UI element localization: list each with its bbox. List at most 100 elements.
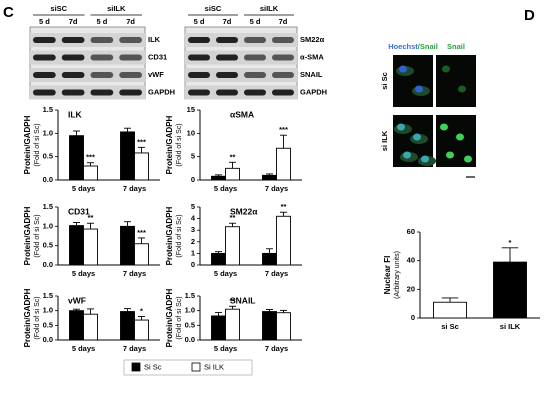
chart-title: vWF <box>68 295 86 305</box>
error-bar <box>73 130 80 136</box>
bar <box>262 311 277 341</box>
y-axis-label: (Arbitrary units) <box>394 251 401 299</box>
x-tick-label: 5 days <box>72 344 95 353</box>
y-tick-label: 1.5 <box>43 202 53 211</box>
error-bar <box>138 146 145 153</box>
bar <box>69 225 84 266</box>
blot-band <box>90 54 114 61</box>
bar <box>225 308 240 341</box>
y-axis-label: (Fold of si Sc) <box>176 296 183 339</box>
blot-band <box>272 72 294 78</box>
row-label: ILK <box>148 35 161 44</box>
blot-band <box>244 72 266 78</box>
error-bar <box>124 127 131 132</box>
blot-band <box>188 37 210 43</box>
bar <box>225 226 240 266</box>
row-label: CD31 <box>148 52 167 61</box>
y-axis-label: Protein/GADPH <box>23 288 32 347</box>
bar <box>276 147 291 181</box>
lane-label: 5 d <box>96 17 107 26</box>
significance: ** <box>281 202 287 211</box>
blot-band <box>119 89 142 96</box>
row-label: si ILK <box>380 130 389 151</box>
panel-label: C <box>3 4 14 21</box>
nucleus <box>442 65 450 73</box>
y-tick-label: 0 <box>411 313 415 322</box>
blot-strip <box>30 50 145 65</box>
bar <box>211 315 226 341</box>
column-header: Hoechst/Snail <box>388 42 438 51</box>
micrograph <box>393 55 433 107</box>
y-axis-label: (Fold of si Sc) <box>34 214 41 257</box>
significance: * <box>140 307 143 316</box>
chart-title: SM22α <box>230 206 258 216</box>
lane-label: 5 d <box>250 17 261 26</box>
blot-strip <box>185 85 297 100</box>
nucleus <box>458 85 466 93</box>
blot-band <box>33 54 56 61</box>
y-tick-label: 0.0 <box>185 335 195 344</box>
nucleus <box>464 155 472 163</box>
legend-label: Si ILK <box>204 362 224 371</box>
y-tick-label: 1 <box>191 248 195 257</box>
bar <box>69 310 84 341</box>
y-axis-label: Nuclear FI <box>383 256 392 295</box>
chart-title: CD31 <box>68 206 90 216</box>
y-tick-label: 1.0 <box>43 221 53 230</box>
row-label: SM22α <box>300 35 325 44</box>
y-axis-label: (Fold of si Sc) <box>176 214 183 257</box>
blot-band <box>90 89 114 96</box>
x-tick-label: 7 days <box>123 184 146 193</box>
blot-strip <box>185 68 297 82</box>
nucleus <box>403 151 411 159</box>
error-bar <box>87 162 94 166</box>
significance: ** <box>230 296 236 305</box>
blot-band <box>119 72 142 78</box>
blot-band <box>188 72 210 78</box>
bar <box>276 215 291 266</box>
x-tick-label: 7 days <box>123 269 146 278</box>
blot-strip <box>185 50 297 65</box>
bar <box>69 135 84 181</box>
y-axis-label: Protein/GADPH <box>165 115 174 174</box>
blot-band <box>90 37 114 43</box>
blot-band <box>33 37 56 43</box>
blot-band <box>272 89 294 96</box>
y-tick-label: 0 <box>191 175 195 184</box>
lane-label: 5 d <box>194 17 205 26</box>
bar <box>83 228 98 266</box>
y-tick-label: 1.5 <box>43 291 53 300</box>
y-tick-label: 60 <box>407 227 415 236</box>
row-label: si Sc <box>380 72 389 90</box>
blot-band <box>119 54 142 61</box>
bar <box>83 313 98 341</box>
y-tick-label: 15 <box>187 105 195 114</box>
y-tick-label: 2 <box>191 237 195 246</box>
error-bar <box>266 173 273 176</box>
y-tick-label: 1.0 <box>185 306 195 315</box>
y-tick-label: 0 <box>191 260 195 269</box>
blot-band <box>188 89 210 96</box>
nucleus <box>456 133 464 141</box>
blot-band <box>33 72 56 78</box>
chart-title: ILK <box>68 109 83 119</box>
y-tick-label: 0.0 <box>43 260 53 269</box>
error-bar <box>229 161 236 169</box>
y-axis-label: (Fold of si Sc) <box>176 123 183 166</box>
bar <box>276 312 291 341</box>
y-axis-label: Protein/GADPH <box>23 115 32 174</box>
nucleus <box>399 65 407 73</box>
y-tick-label: 10 <box>187 128 195 137</box>
group-label: siILK <box>260 4 279 13</box>
legend-frame <box>123 359 253 376</box>
error-bar <box>87 222 94 230</box>
x-tick-label: 5 days <box>214 184 237 193</box>
chart-title: αSMA <box>230 109 254 119</box>
bar <box>120 131 135 181</box>
row-label: GAPDH <box>148 87 175 96</box>
y-tick-label: 4 <box>191 214 196 223</box>
blot-band <box>244 89 266 96</box>
row-label: vWF <box>148 70 164 79</box>
blot-band <box>272 37 294 43</box>
y-axis-label: Protein/GADPH <box>165 206 174 265</box>
